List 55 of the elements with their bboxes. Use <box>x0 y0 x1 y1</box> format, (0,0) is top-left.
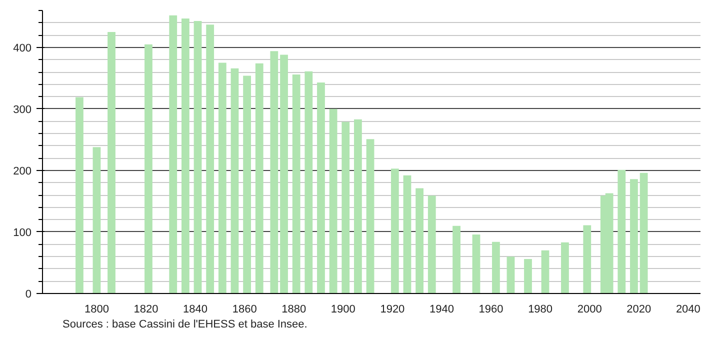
bar <box>181 18 190 294</box>
bar <box>329 108 338 294</box>
x-tick-label: 1840 <box>183 304 208 316</box>
x-tick-label: 1980 <box>528 304 553 316</box>
x-tick-label: 1800 <box>84 304 109 316</box>
x-tick-label: 2040 <box>676 304 700 316</box>
source-note: Sources : base Cassini de l'EHESS et base Insee. <box>62 318 308 330</box>
bar <box>280 54 288 294</box>
bar <box>76 97 84 294</box>
bar <box>640 172 648 294</box>
x-tick-label: 2020 <box>626 304 652 316</box>
bar <box>354 119 362 294</box>
bar <box>270 51 278 294</box>
y-tick-label: 0 <box>25 288 32 300</box>
bar <box>541 250 550 294</box>
bar <box>452 226 460 294</box>
bar <box>506 256 515 294</box>
bar <box>92 147 101 294</box>
bar <box>618 170 626 294</box>
y-tick-label: 200 <box>13 165 32 178</box>
bar <box>524 259 532 294</box>
x-tick-label: 1820 <box>134 304 158 316</box>
x-tick-label: 1880 <box>282 304 306 316</box>
bar <box>390 168 399 294</box>
bar <box>428 196 436 294</box>
bar <box>230 68 239 294</box>
bar <box>206 24 214 294</box>
bar <box>342 122 350 294</box>
bar <box>317 82 325 294</box>
bar <box>169 15 178 294</box>
bar <box>292 74 300 294</box>
x-tick-label: 1900 <box>330 304 356 316</box>
bar <box>630 179 638 294</box>
bar <box>583 225 592 294</box>
y-tick-label: 300 <box>13 104 32 116</box>
bar <box>304 71 313 294</box>
x-tick-label: 1940 <box>430 304 454 316</box>
bar <box>243 76 251 294</box>
x-tick-label: 1960 <box>478 304 504 316</box>
bar <box>255 63 264 294</box>
x-tick-label: 1920 <box>380 304 405 316</box>
x-tick-label: 2000 <box>577 304 602 316</box>
bar <box>472 234 480 294</box>
y-tick-label: 400 <box>13 42 32 54</box>
bar <box>218 62 226 294</box>
bar <box>366 139 374 294</box>
bar <box>108 32 116 294</box>
bar <box>492 242 500 294</box>
bar <box>416 188 424 294</box>
y-tick-label: 100 <box>13 226 32 239</box>
bar <box>194 20 202 294</box>
bar <box>403 175 412 294</box>
bar <box>561 242 569 294</box>
x-tick-label: 1860 <box>232 304 257 316</box>
bar <box>144 44 152 294</box>
